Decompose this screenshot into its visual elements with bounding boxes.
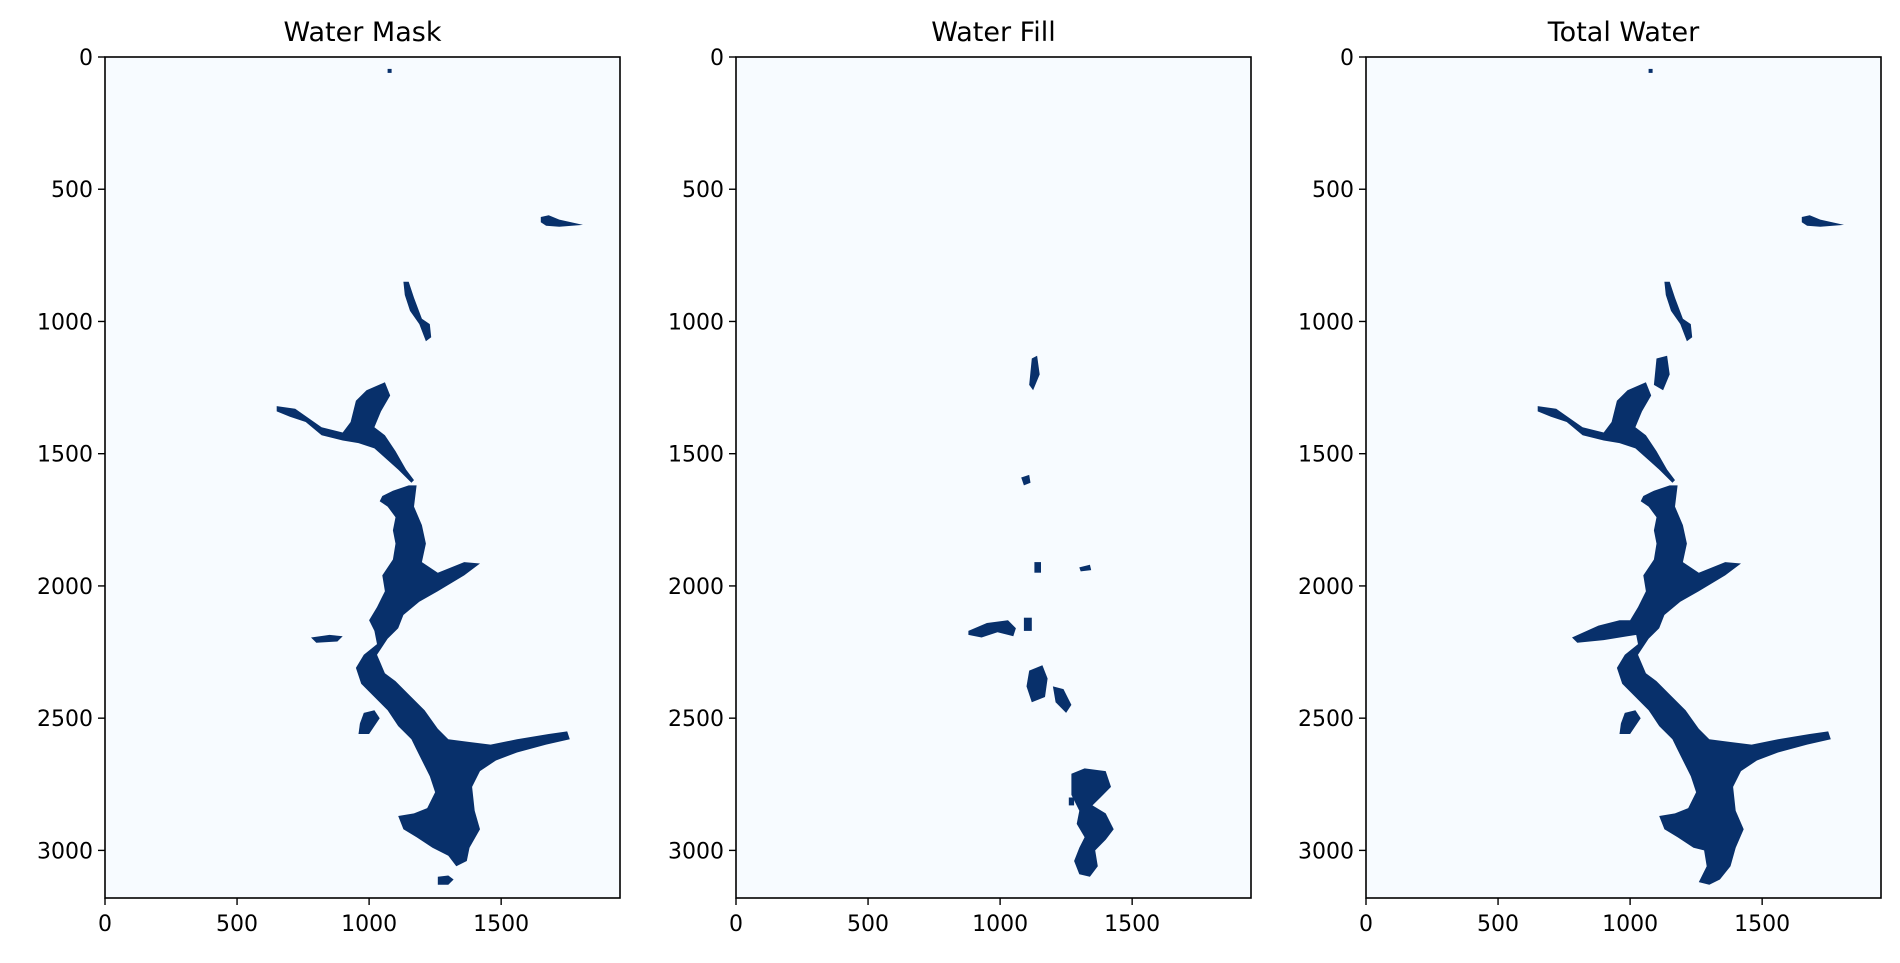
water-region-mid-island [1034,562,1041,573]
panel-water-mask: Water Mask 0 500 1000 1500 0 500 1000 1500 2000 2… [37,17,621,937]
x-tick-label: 0 [1359,912,1373,937]
axes-frame [104,56,621,899]
y-tick-label: 500 [682,178,724,203]
x-tick-label: 0 [729,912,743,937]
axes-frame [735,56,1252,899]
y-tick-label: 2000 [668,575,724,600]
panel-water-fill: Water Fill 0 500 1000 1500 0 500 1000 1500 2000 2… [668,17,1252,937]
water-region-upper-stream [1653,355,1670,391]
y-tick-label: 2000 [1298,575,1354,600]
water-region-west-inlet [311,634,343,643]
axes-frame [1365,56,1882,899]
water-layer [1537,68,1844,885]
image-background [1366,57,1881,898]
water-region-north-channel [403,281,432,342]
panel-title: Total Water [1547,17,1700,48]
y-tick-label: 0 [710,46,724,71]
water-region-central-fill-2 [1052,686,1072,713]
water-region-south-mass [1071,768,1114,877]
water-region-south-west-inlet [358,710,380,734]
water-region-north-channel [1664,281,1693,342]
y-tick-label: 3000 [37,839,93,864]
water-region-south-dot [1068,797,1075,806]
panel-title: Water Fill [931,17,1055,48]
y-tick-label: 2500 [668,707,724,732]
water-region-south-tip [437,875,454,885]
y-tick-label: 0 [79,46,93,71]
y-tick-label: 2500 [1298,707,1354,732]
x-tick-label: 500 [216,912,258,937]
water-region-upper-stream [1029,355,1040,391]
x-tick-label: 1500 [1734,912,1790,937]
water-layer [968,355,1114,877]
y-tick-label: 500 [51,178,93,203]
x-tick-label: 1500 [1104,912,1160,937]
water-region-central-fill [1026,665,1048,703]
x-tick-label: 1000 [341,912,397,937]
y-tick-label: 3000 [1298,839,1354,864]
water-region-main-reservoir [1616,485,1831,885]
y-tick-label: 1500 [1298,443,1354,468]
y-tick-label: 0 [1340,46,1354,71]
water-region-lake [540,215,583,227]
x-tick-label: 1000 [972,912,1028,937]
water-region-mid-pond [1021,474,1031,486]
water-region-south-west-inlet [1619,710,1641,734]
water-region-west-arm [1537,382,1675,483]
panel-title: Water Mask [284,17,442,48]
y-tick-label: 500 [1312,178,1354,203]
y-tick-label: 1500 [37,443,93,468]
x-tick-label: 500 [1477,912,1519,937]
water-region-west-inlet [1572,620,1646,643]
x-tick-label: 1000 [1602,912,1658,937]
panel-total-water: Total Water 0 500 1000 1500 0 500 1000 1500 2000… [1298,17,1882,937]
water-region-north-pond [1648,68,1653,73]
water-region-north-east-fill [1023,617,1032,631]
y-tick-label: 2500 [37,707,93,732]
y-tick-label: 1000 [37,310,93,335]
water-region-west-arm [276,382,414,483]
x-tick-label: 1500 [473,912,529,937]
y-tick-label: 1000 [668,310,724,335]
y-tick-label: 1000 [1298,310,1354,335]
x-tick-label: 0 [98,912,112,937]
water-region-east-patch [1079,564,1092,572]
water-layer [276,68,583,885]
y-tick-label: 2000 [37,575,93,600]
water-region-main-reservoir [355,485,570,867]
image-background [105,57,620,898]
x-tick-label: 500 [847,912,889,937]
y-tick-label: 1500 [668,443,724,468]
water-region-north-pond [387,68,392,73]
image-background [736,57,1251,898]
water-region-west-cluster [968,620,1016,638]
water-region-lake [1801,215,1844,227]
y-tick-label: 3000 [668,839,724,864]
